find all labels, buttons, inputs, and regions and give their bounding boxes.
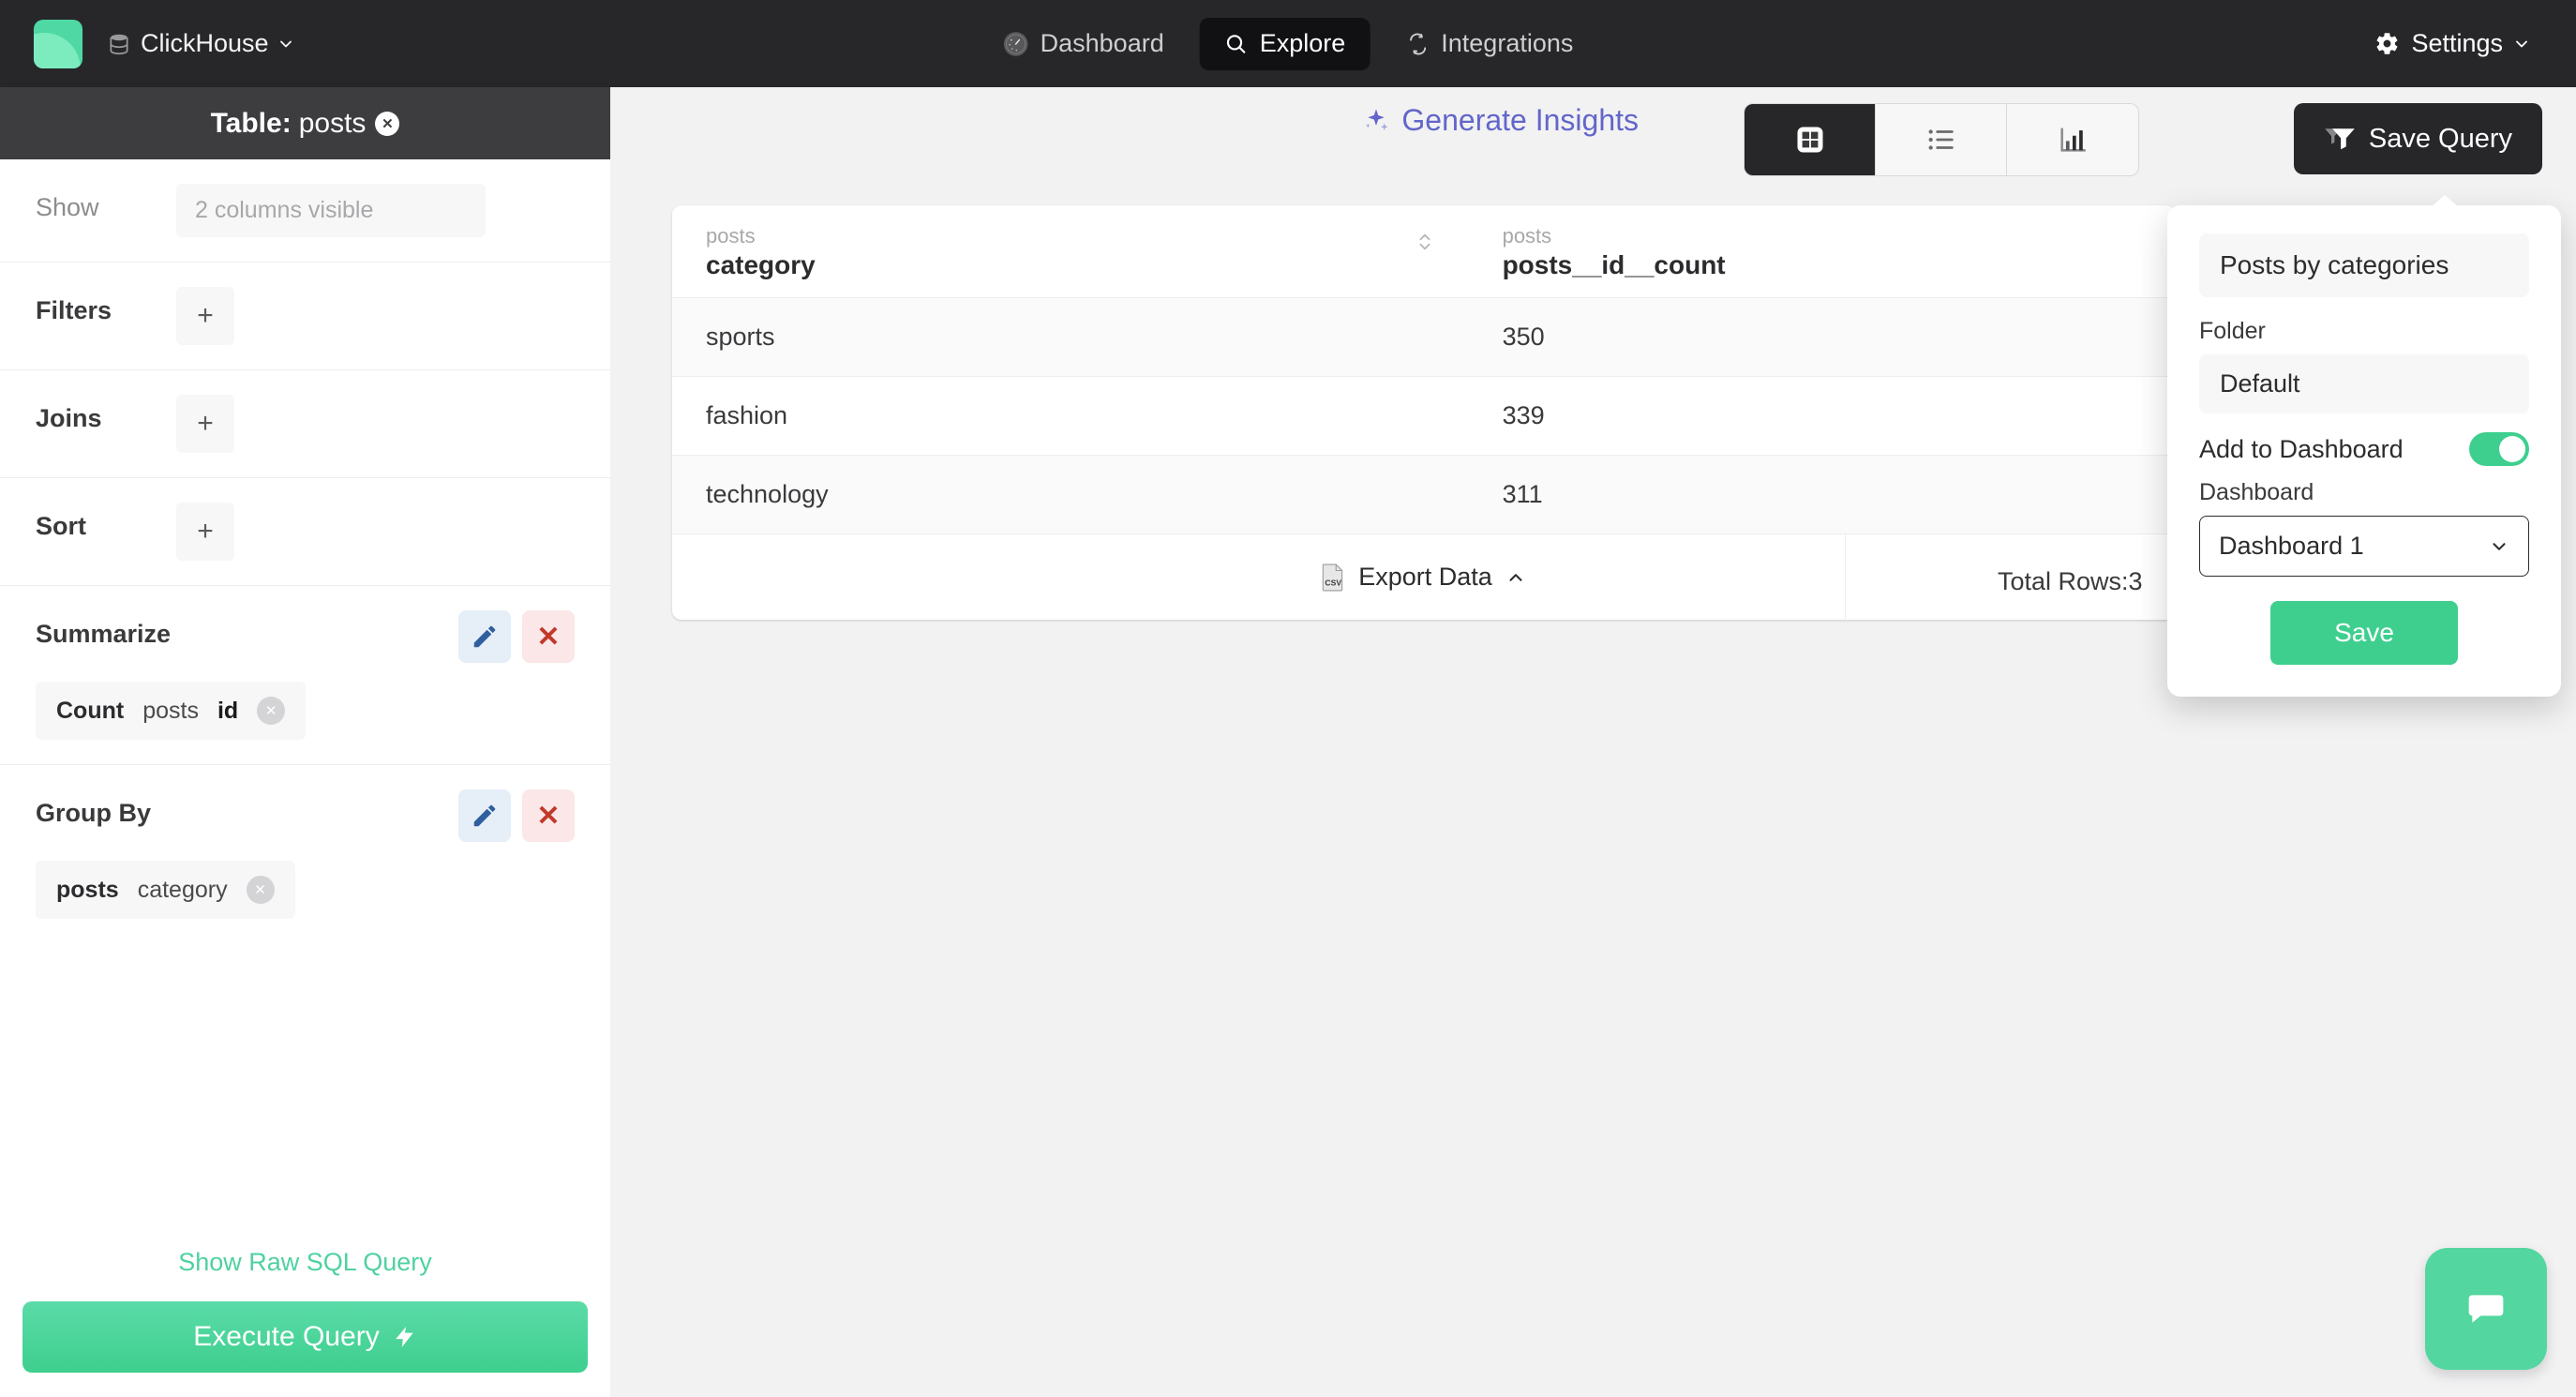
svg-text:CSV: CSV xyxy=(1325,578,1342,587)
